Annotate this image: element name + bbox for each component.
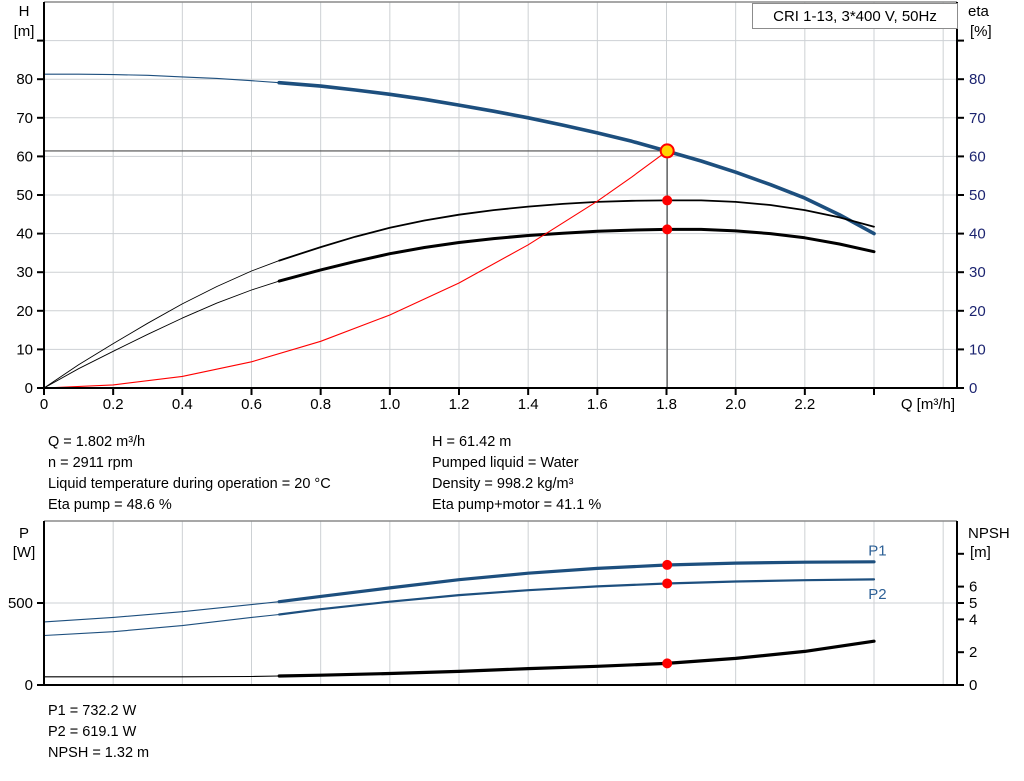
info-p2: P2 = 619.1 W [48,724,137,740]
eta-pump-motor-curve [277,227,876,283]
x-tick-label: 0.6 [241,396,262,413]
y-right-tick-label: 0 [969,380,977,397]
info-npsh: NPSH = 1.32 m [48,745,150,761]
npsh-point-marker [662,658,673,669]
info-density: Density = 998.2 kg/m³ [432,476,574,492]
info-flow: Q = 1.802 m³/h [48,434,146,450]
y-left-tick-label: 80 [16,71,33,88]
y-right-tick-label: 20 [969,303,986,320]
x-tick-label: 2.0 [725,396,746,413]
y-right-axis-title: NPSH [968,525,1010,542]
x-tick-label: 0.8 [310,396,331,413]
y-left-tick-label: 0 [25,380,33,397]
p2-series-label: P2 [868,586,886,603]
y-left-tick-label: 70 [16,110,33,127]
info-eta-pump: Eta pump = 48.6 % [48,497,172,513]
y-left-tick-label: 10 [16,341,33,358]
y-right-axis-unit: [m] [970,544,991,561]
x-tick-label: 1.2 [449,396,470,413]
p1-point-marker [662,559,673,570]
npsh-curve [277,639,876,678]
eta-pump-motor-point-marker [662,224,673,235]
x-tick-label: 1.4 [518,396,539,413]
head-curve-thin [44,73,280,84]
y-left-tick-label: 60 [16,148,33,165]
y-left-tick-label: 40 [16,226,33,243]
y-left-tick-label: 30 [16,264,33,281]
y-right-axis-title: eta [968,3,990,20]
eta-pump-curve-thin [43,260,280,389]
y-left-axis-title: H [19,3,30,20]
duty-info-right-column: H = 61.42 m Pumped liquid = Water Densit… [432,432,601,516]
eta-pump-motor-curve-thin [43,280,280,389]
y-right-tick-label: 0 [969,677,977,694]
p1-curve [277,560,876,604]
operating-point-marker [659,143,675,159]
y-right-tick-label: 4 [969,611,977,628]
eta-pump-curve [278,199,875,262]
y-left-axis-unit: [W] [13,544,36,561]
info-pumped-liquid: Pumped liquid = Water [432,455,579,471]
x-tick-label: 1.6 [587,396,608,413]
p2-curve [278,578,876,616]
y-right-tick-label: 80 [969,71,986,88]
power-info-block: P1 = 732.2 W P2 = 619.1 W NPSH = 1.32 m [48,701,149,764]
x-tick-label: 2.2 [794,396,815,413]
y-right-tick-label: 30 [969,264,986,281]
p1-curve-thin [43,601,280,623]
info-p1: P1 = 732.2 W [48,703,137,719]
x-tick-label: 0.2 [103,396,124,413]
eta-pump-point-marker [662,195,673,206]
pump-model-text: CRI 1-13, 3*400 V, 50Hz [773,7,937,25]
y-right-tick-label: 2 [969,644,977,661]
x-tick-label: 0.4 [172,396,193,413]
y-right-tick-label: 6 [969,579,977,596]
info-speed: n = 2911 rpm [48,455,133,471]
x-tick-label: 0 [40,396,48,413]
head-curve [277,80,876,236]
x-axis-title: Q [m³/h] [901,396,955,413]
y-left-tick-label: 50 [16,187,33,204]
y-left-tick-label: 0 [25,677,33,694]
y-left-axis-unit: [m] [14,23,35,40]
y-left-tick-label: 20 [16,303,33,320]
x-tick-label: 1.0 [379,396,400,413]
pump-model-label: CRI 1-13, 3*400 V, 50Hz [752,3,958,29]
info-eta-pump-motor: Eta pump+motor = 41.1 % [432,497,602,513]
y-right-tick-label: 50 [969,187,986,204]
y-left-axis-title: P [19,525,29,542]
duty-info-left-column: Q = 1.802 m³/h n = 2911 rpm Liquid tempe… [48,432,331,516]
p2-curve-thin [43,613,280,637]
y-right-tick-label: 5 [969,595,977,612]
y-left-tick-label: 500 [8,595,33,612]
y-right-axis-unit: [%] [970,23,992,40]
y-right-tick-label: 10 [969,341,986,358]
p2-point-marker [662,578,673,589]
y-right-tick-label: 40 [969,226,986,243]
y-right-tick-label: 70 [969,110,986,127]
p1-series-label: P1 [868,542,886,559]
npsh-curve-thin [44,675,280,678]
y-right-tick-label: 60 [969,148,986,165]
x-tick-label: 1.8 [656,396,677,413]
info-head: H = 61.42 m [432,434,512,450]
system-curve-curve [43,150,668,389]
info-liquid-temperature: Liquid temperature during operation = 20… [48,476,331,492]
